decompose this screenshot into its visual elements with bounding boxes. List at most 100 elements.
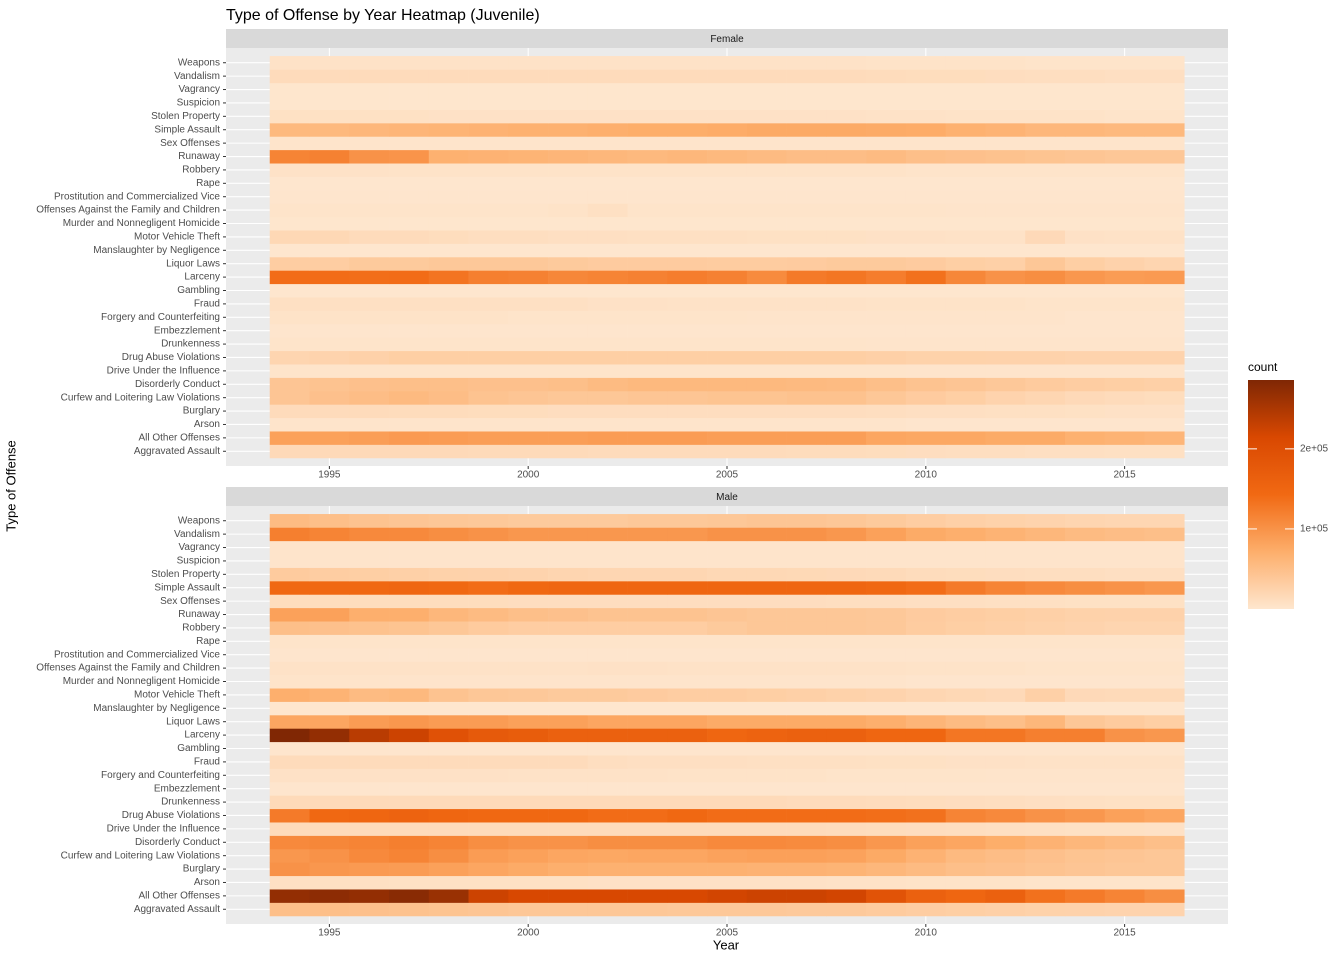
heat-cell <box>1104 755 1145 769</box>
heat-cell <box>1144 323 1185 338</box>
heat-cell <box>866 283 907 298</box>
heat-cell <box>269 875 310 890</box>
heat-cell <box>667 621 708 635</box>
heat-cell <box>389 163 430 177</box>
heat-cell <box>667 581 708 595</box>
heat-cell <box>1025 594 1066 609</box>
heat-cell <box>1104 310 1145 325</box>
heat-cell <box>627 96 668 110</box>
heat-cell <box>667 337 708 352</box>
heat-cell <box>309 554 350 568</box>
y-tick-label: Arson <box>194 877 220 888</box>
heat-cell <box>707 69 748 84</box>
x-tick-label: 1995 <box>318 928 341 939</box>
heat-cell <box>627 82 668 97</box>
heat-cell <box>866 230 907 244</box>
heat-cell <box>548 661 589 676</box>
heat-cell <box>468 581 509 595</box>
heat-cell <box>309 755 350 769</box>
heat-cell <box>866 889 907 903</box>
heat-cell <box>707 527 748 542</box>
heat-cell <box>945 243 986 258</box>
y-tick-label: Larceny <box>184 730 220 741</box>
heat-cell <box>1104 540 1145 555</box>
y-tick-label: Vagrancy <box>178 84 220 95</box>
heat-cell <box>667 862 708 877</box>
heat-cell <box>786 364 827 378</box>
heat-cell <box>707 514 748 528</box>
heat-cell <box>985 795 1026 810</box>
heat-cell <box>1104 230 1145 244</box>
heat-cell <box>508 808 549 823</box>
heat-cell <box>866 701 907 716</box>
heat-cell <box>746 741 787 756</box>
heat-cell <box>985 862 1026 877</box>
heat-cell <box>349 648 390 662</box>
heat-cell <box>587 176 628 191</box>
heat-cell <box>468 56 509 70</box>
heat-cell <box>548 176 589 191</box>
heat-cell <box>985 889 1026 903</box>
heat-cell <box>905 56 946 70</box>
heat-cell <box>866 661 907 676</box>
heat-cell <box>269 377 310 392</box>
heat-cell <box>826 297 867 311</box>
heat-cell <box>627 808 668 823</box>
heat-cell <box>667 431 708 445</box>
heat-cell <box>866 417 907 432</box>
heat-cell <box>508 567 549 582</box>
heat-cell <box>985 902 1026 917</box>
y-tick-label: All Other Offenses <box>138 433 220 444</box>
heat-cell <box>309 163 350 177</box>
heat-cell <box>349 755 390 769</box>
heat-cell <box>627 230 668 244</box>
heat-cell <box>866 768 907 783</box>
heat-cell <box>1064 514 1106 528</box>
heat-cell <box>826 350 867 365</box>
heat-cell <box>548 889 589 903</box>
heat-cell <box>587 163 628 177</box>
heat-cell <box>667 123 708 137</box>
heat-cell <box>746 848 787 863</box>
heat-cell <box>1025 310 1066 325</box>
heat-cell <box>1064 56 1106 70</box>
heat-cell <box>627 337 668 352</box>
heat-cell <box>1064 69 1106 84</box>
heat-cell <box>707 648 748 662</box>
heat-cell <box>269 136 310 151</box>
heat-cell <box>746 337 787 352</box>
heat-cell <box>826 715 867 729</box>
heat-cell <box>1144 109 1185 124</box>
heat-cell <box>1104 581 1145 595</box>
heat-cell <box>309 136 350 151</box>
heat-cell <box>667 848 708 863</box>
heat-cell <box>468 230 509 244</box>
heat-cell <box>428 364 469 378</box>
heat-cell <box>428 581 469 595</box>
heat-cell <box>786 257 827 271</box>
heat-cell <box>866 848 907 863</box>
heat-cell <box>508 540 549 555</box>
heat-cell <box>309 417 350 432</box>
heat-cell <box>1144 674 1185 689</box>
heat-cell <box>1064 902 1106 917</box>
heat-cell <box>1104 768 1145 783</box>
heat-cell <box>1104 554 1145 568</box>
heat-cell <box>667 350 708 365</box>
heat-cell <box>667 728 708 743</box>
heat-cell <box>945 270 986 285</box>
heat-cell <box>627 364 668 378</box>
heat-cell <box>866 581 907 595</box>
heat-cell <box>428 902 469 917</box>
heat-cell <box>627 554 668 568</box>
heat-cell <box>1064 377 1106 392</box>
heat-cell <box>945 82 986 97</box>
y-tick-label: Curfew and Loitering Law Violations <box>61 850 220 861</box>
y-tick-label: Curfew and Loitering Law Violations <box>61 392 220 403</box>
heat-cell <box>667 404 708 419</box>
y-tick-label: Runaway <box>178 151 220 162</box>
heat-cell <box>587 136 628 151</box>
heat-cell <box>309 808 350 823</box>
heat-cell <box>309 404 350 419</box>
heat-cell <box>309 514 350 528</box>
